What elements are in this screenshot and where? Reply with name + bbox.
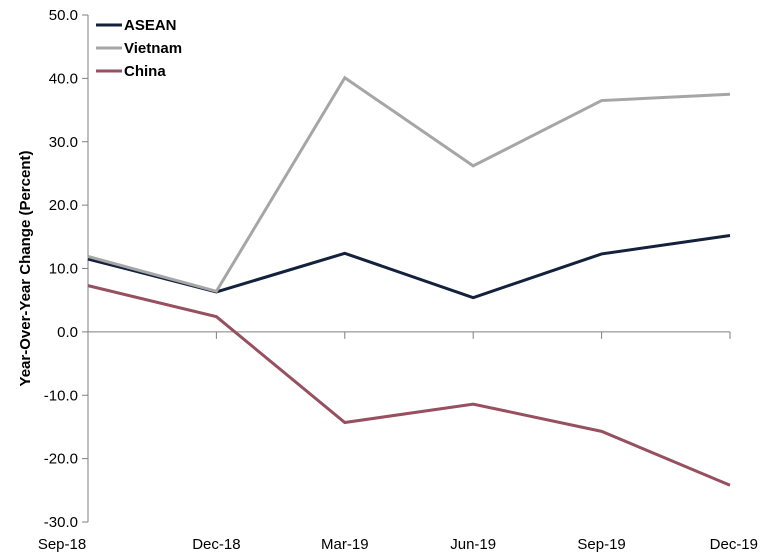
y-tick-label: 40.0 <box>49 70 78 87</box>
y-ticks: 50.0 40.0 30.0 20.0 10.0 0.0 -10.0 -20.0 -30.0 <box>44 7 88 531</box>
x-tick-label: Sep-18 <box>38 536 86 553</box>
legend-label-asean: ASEAN <box>124 17 177 34</box>
x-tick-label: Dec-19 <box>710 536 758 553</box>
y-tick-label: 30.0 <box>49 134 78 151</box>
legend: ASEAN Vietnam China <box>96 17 182 80</box>
x-tick-label: Sep-19 <box>577 536 625 553</box>
x-tick-label: Dec-18 <box>192 536 240 553</box>
x-tick-label: Mar-19 <box>321 536 369 553</box>
y-tick-label: -20.0 <box>44 451 78 468</box>
series-line-asean <box>87 234 731 300</box>
y-tick-label: -30.0 <box>44 514 78 531</box>
series-line-china <box>87 284 731 487</box>
y-tick-label: 0.0 <box>57 324 78 341</box>
series-line-vietnam <box>87 75 731 294</box>
x-ticks: Sep-18 Dec-18 Mar-19 Jun-19 Sep-19 Dec-19 <box>38 331 758 553</box>
y-tick-label: 10.0 <box>49 261 78 278</box>
y-tick-label: 20.0 <box>49 197 78 214</box>
legend-label-china: China <box>124 63 166 80</box>
series-lines <box>87 75 731 487</box>
y-tick-label: -10.0 <box>44 387 78 404</box>
legend-label-vietnam: Vietnam <box>124 40 182 57</box>
x-tick-label: Jun-19 <box>450 536 496 553</box>
y-tick-label: 50.0 <box>49 7 78 24</box>
y-axis-label: Year-Over-Year Change (Percent) <box>17 151 34 387</box>
